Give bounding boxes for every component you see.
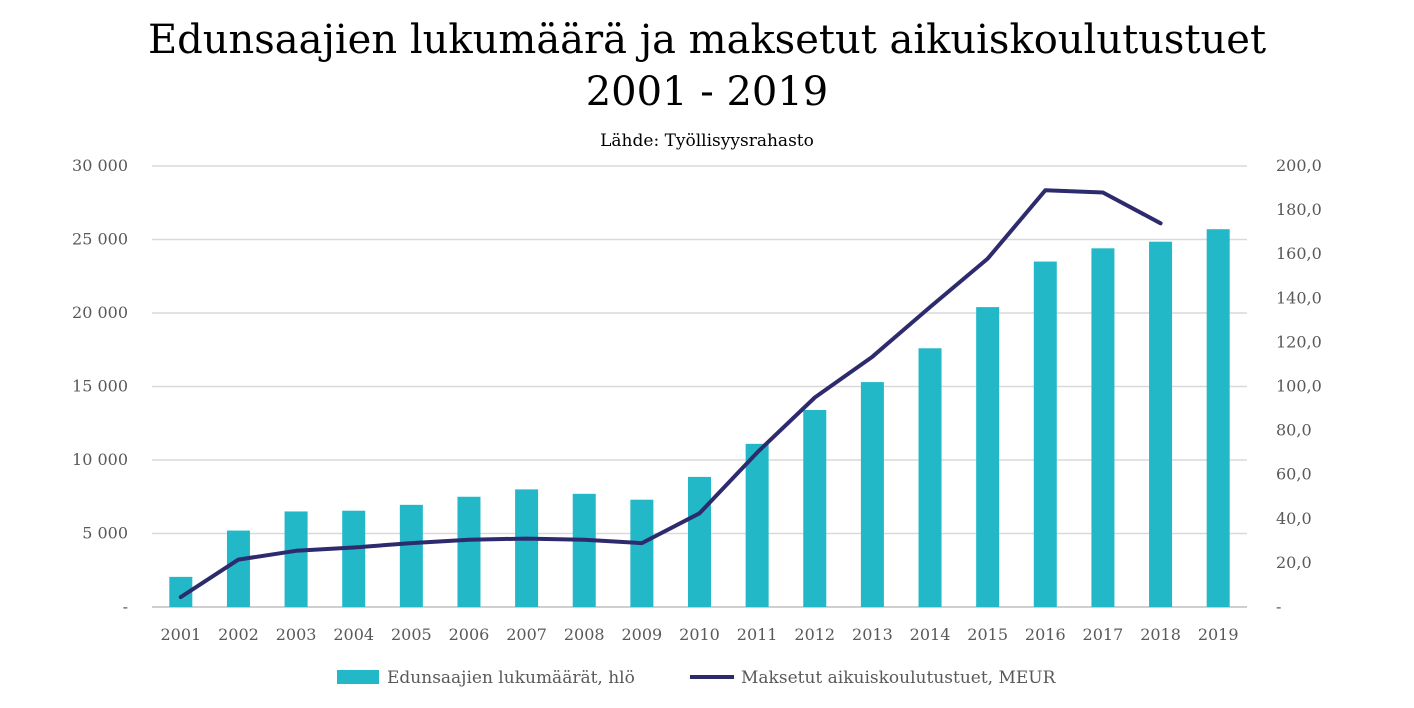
bar bbox=[399, 504, 423, 607]
bar bbox=[918, 348, 942, 607]
x-axis-tick-label: 2015 bbox=[967, 625, 1008, 644]
gridlines bbox=[152, 165, 1247, 608]
bar bbox=[976, 307, 1000, 607]
right-axis-tick-label: - bbox=[1276, 597, 1281, 616]
legend-label-line: Maksetut aikuiskoulutustuet, MEUR bbox=[741, 668, 1057, 688]
bar bbox=[169, 576, 193, 607]
x-axis-ticks: 2001 2002 2003 2004 2005 2006 2007 2008 2009 2010… bbox=[160, 625, 1238, 644]
left-axis-tick-label: 30 000 bbox=[72, 156, 128, 175]
right-axis-tick-label: 120,0 bbox=[1276, 332, 1322, 351]
x-axis-tick-label: 2006 bbox=[449, 625, 490, 644]
legend-label-bars: Edunsaajien lukumäärät, hlö bbox=[387, 668, 635, 688]
x-axis-tick-label: 2014 bbox=[910, 625, 951, 644]
legend: Edunsaajien lukumäärät, hlö Maksetut aik… bbox=[337, 668, 1057, 688]
right-axis-tick-label: 20,0 bbox=[1276, 553, 1312, 572]
left-axis-tick-label: 5 000 bbox=[82, 524, 128, 543]
left-axis-tick-label: 25 000 bbox=[72, 230, 128, 249]
chart-title-line1: Edunsaajien lukumäärä ja maksetut aikuis… bbox=[147, 17, 1267, 63]
bar bbox=[1033, 261, 1057, 607]
x-axis-tick-label: 2004 bbox=[333, 625, 374, 644]
bar bbox=[342, 510, 366, 607]
right-axis-tick-label: 100,0 bbox=[1276, 377, 1322, 396]
chart-title-line2: 2001 - 2019 bbox=[585, 69, 829, 115]
bar bbox=[803, 410, 827, 607]
x-axis-tick-label: 2007 bbox=[506, 625, 547, 644]
bar bbox=[860, 382, 884, 607]
x-axis-tick-label: 2010 bbox=[679, 625, 720, 644]
left-axis-tick-label: 20 000 bbox=[72, 303, 128, 322]
right-axis-tick-label: 200,0 bbox=[1276, 156, 1322, 175]
right-axis-ticks: - 20,0 40,0 60,0 80,0 100,0 120,0 140,0 160,0 180… bbox=[1276, 156, 1322, 616]
x-axis-tick-label: 2013 bbox=[852, 625, 893, 644]
left-axis-tick-label: 10 000 bbox=[72, 450, 128, 469]
x-axis-tick-label: 2001 bbox=[160, 625, 201, 644]
right-axis-tick-label: 40,0 bbox=[1276, 509, 1312, 528]
chart-subtitle: Lähde: Työllisyysrahasto bbox=[600, 131, 814, 151]
x-axis-tick-label: 2016 bbox=[1025, 625, 1066, 644]
line-series bbox=[178, 188, 1163, 600]
x-axis-tick-label: 2005 bbox=[391, 625, 432, 644]
right-axis-tick-label: 160,0 bbox=[1276, 244, 1322, 263]
bar bbox=[745, 443, 769, 607]
bar bbox=[284, 511, 308, 607]
bar bbox=[630, 499, 654, 607]
x-axis-tick-label: 2018 bbox=[1140, 625, 1181, 644]
x-axis-tick-label: 2002 bbox=[218, 625, 259, 644]
right-axis-tick-label: 60,0 bbox=[1276, 465, 1312, 484]
x-axis-tick-label: 2003 bbox=[276, 625, 317, 644]
right-axis-tick-label: 140,0 bbox=[1276, 288, 1322, 307]
bar bbox=[688, 476, 711, 607]
bar bbox=[515, 489, 539, 607]
x-axis-tick-label: 2008 bbox=[564, 625, 605, 644]
chart-title: Edunsaajien lukumäärä ja maksetut aikuis… bbox=[0, 14, 1414, 118]
x-axis-tick-label: 2009 bbox=[622, 625, 663, 644]
left-axis-ticks: - 5 000 10 000 15 000 20 000 25 000 30 000 bbox=[72, 156, 128, 616]
x-axis-tick-label: 2017 bbox=[1083, 625, 1124, 644]
bar bbox=[1206, 229, 1230, 607]
bar bbox=[1149, 241, 1173, 607]
bar bbox=[457, 496, 481, 607]
bar bbox=[572, 493, 596, 607]
left-axis-tick-label: - bbox=[123, 597, 128, 616]
x-axis-tick-label: 2012 bbox=[794, 625, 835, 644]
x-axis-tick-label: 2011 bbox=[737, 625, 778, 644]
line-path bbox=[178, 188, 1163, 600]
legend-swatch-bars bbox=[337, 670, 379, 684]
left-axis-tick-label: 15 000 bbox=[72, 377, 128, 396]
x-axis-tick-label: 2019 bbox=[1198, 625, 1239, 644]
right-axis-tick-label: 180,0 bbox=[1276, 200, 1322, 219]
bar bbox=[1091, 248, 1115, 607]
bar bbox=[226, 530, 250, 607]
right-axis-tick-label: 80,0 bbox=[1276, 421, 1312, 440]
